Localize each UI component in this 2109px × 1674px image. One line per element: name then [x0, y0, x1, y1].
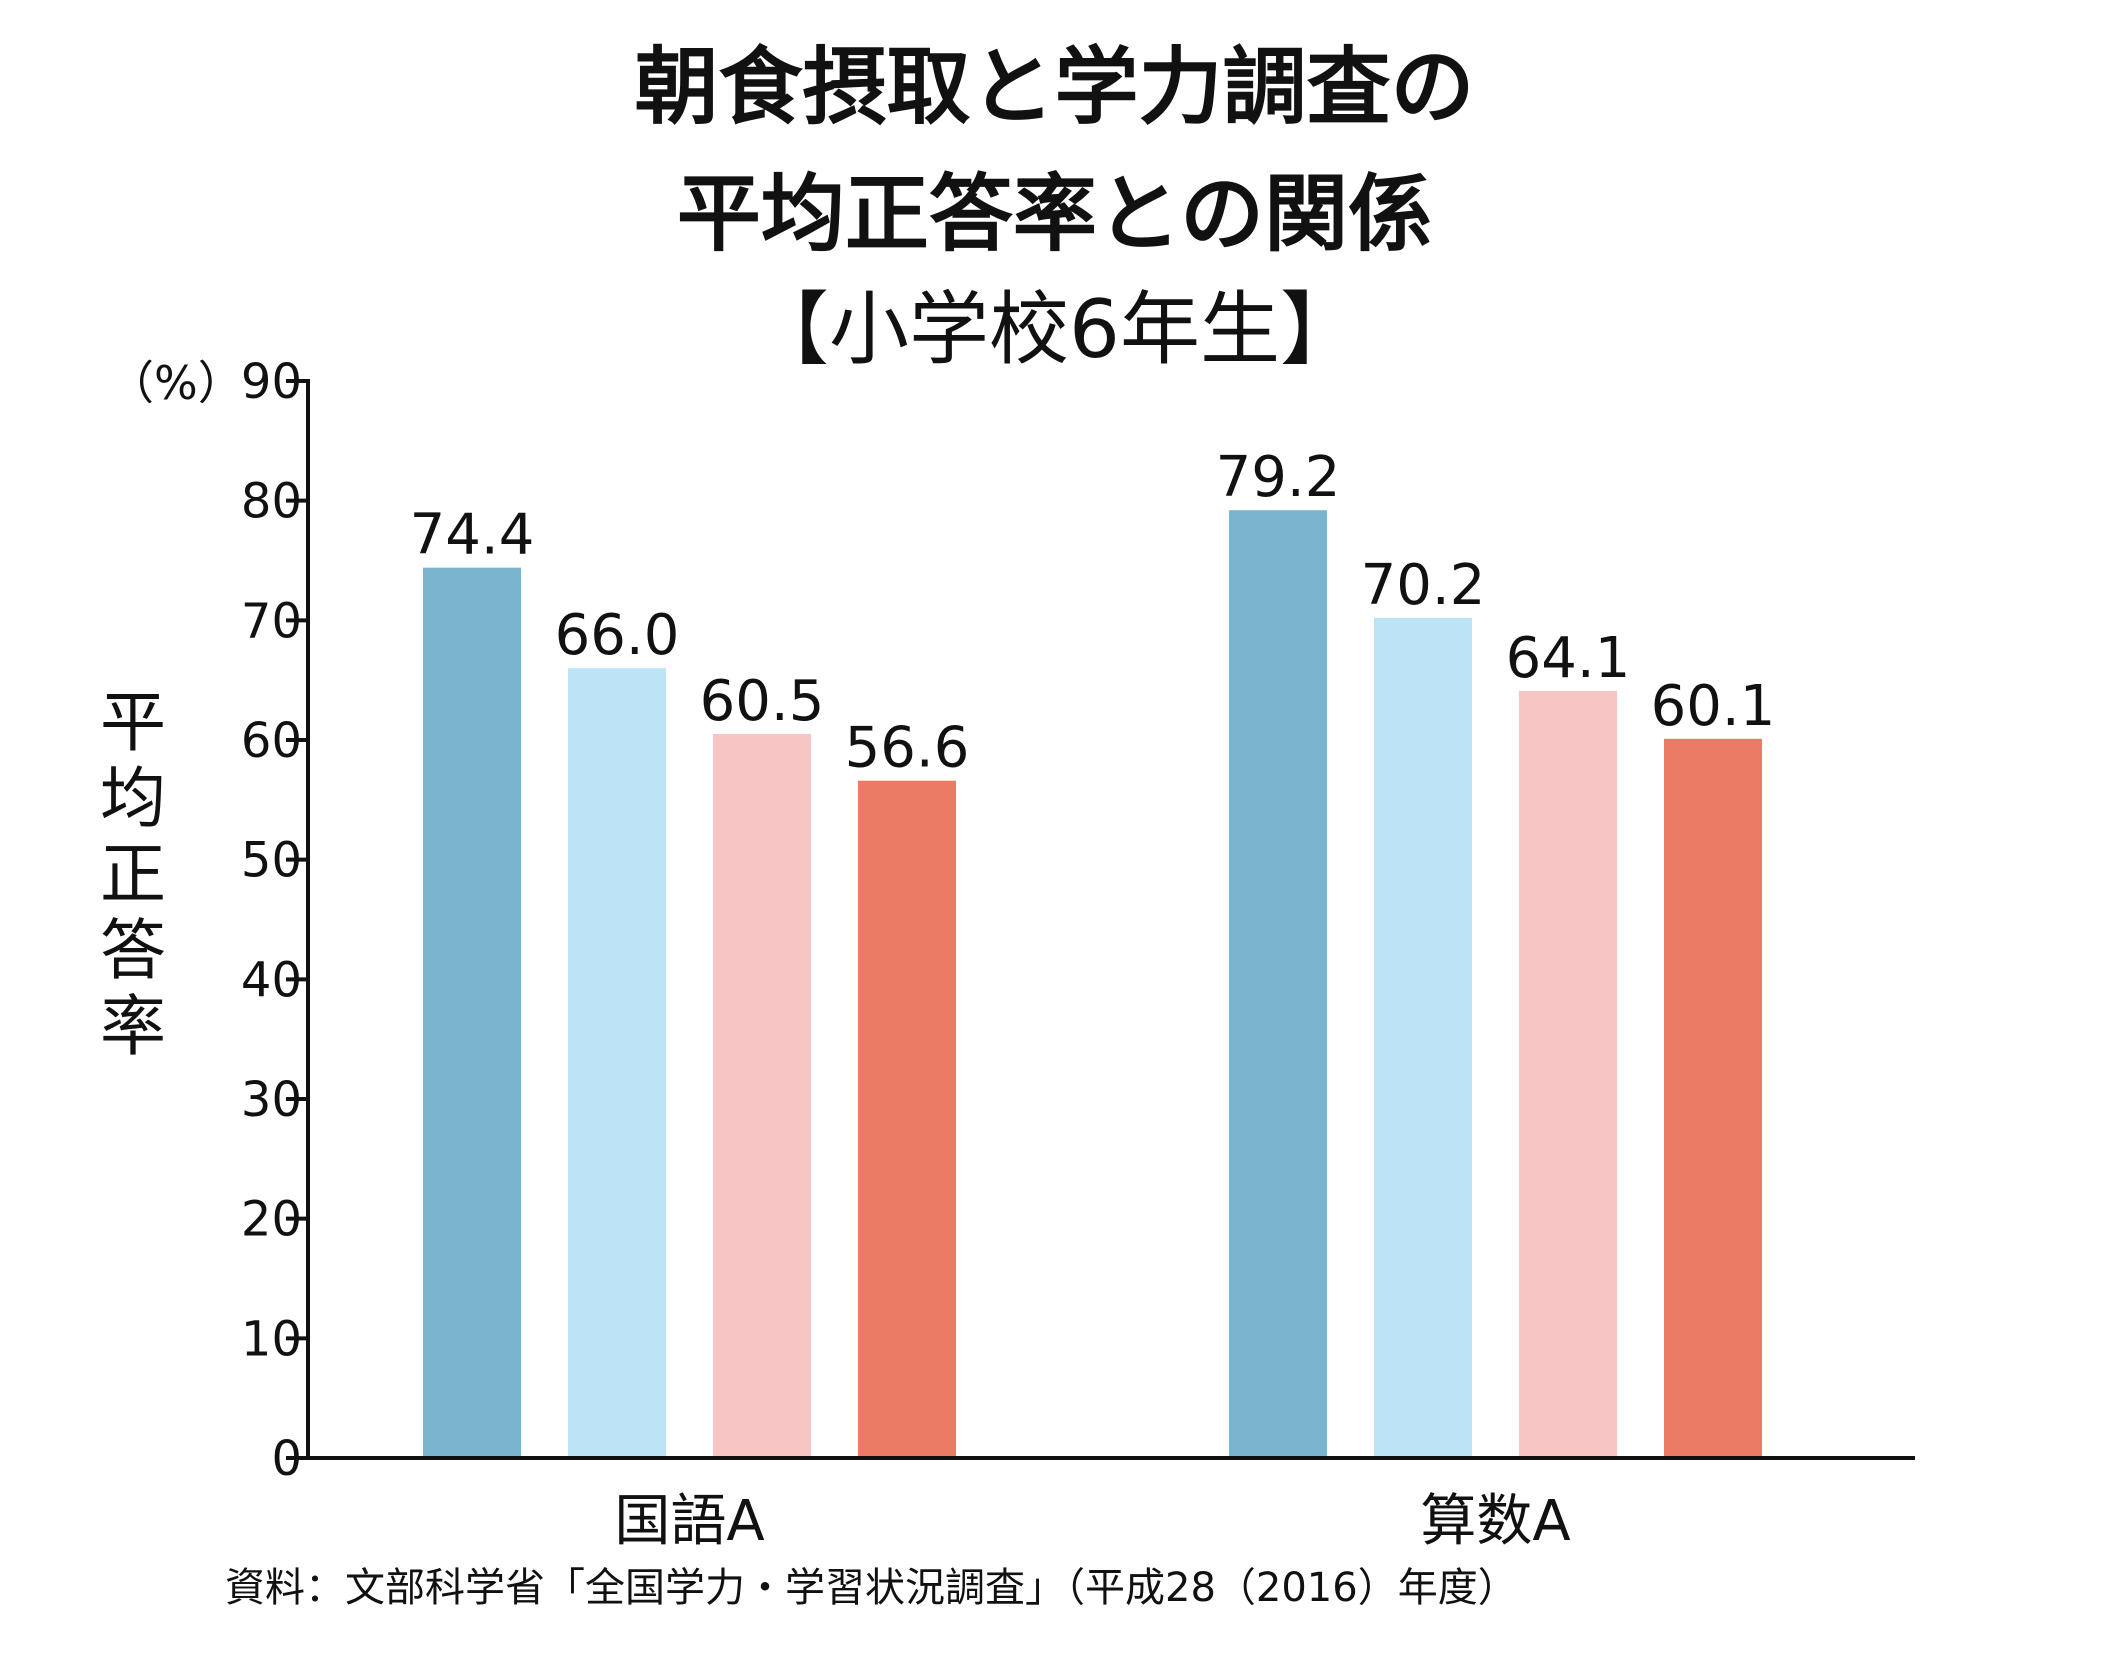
- bar: [423, 567, 521, 1458]
- bar: [713, 734, 811, 1458]
- chart-subtitle: 【小学校6年生】: [749, 283, 1360, 376]
- y-ticks-layer: 0 10 20 30 40 50 60 70 80 90: [241, 354, 308, 1487]
- y-tick-label: 20: [241, 1192, 302, 1248]
- y-tick-label: 70: [241, 593, 302, 649]
- data-label: 60.5: [700, 669, 825, 734]
- bar: [858, 780, 956, 1458]
- y-axis-label-char: 率: [100, 988, 166, 1065]
- bars-layer: [423, 510, 1762, 1458]
- y-axis-label: 平 均 正 答 率: [93, 685, 173, 1065]
- y-axis-label-char: 均: [100, 760, 166, 837]
- x-labels-layer: 国語A 算数A: [614, 1489, 1570, 1554]
- y-tick-label: 50: [241, 833, 302, 889]
- y-tick-label: 40: [241, 952, 302, 1008]
- source-note: 資料：文部科学省「全国学力・学習状況調査」（平成28（2016）年度）: [225, 1565, 1518, 1611]
- x-tick-label: 国語A: [614, 1489, 764, 1554]
- bar: [1664, 738, 1762, 1458]
- bar: [1519, 690, 1617, 1458]
- data-label: 56.6: [845, 716, 970, 781]
- data-label: 79.2: [1216, 445, 1341, 510]
- data-label: 66.0: [555, 603, 680, 668]
- bar: [568, 668, 666, 1458]
- data-label: 60.1: [1651, 674, 1776, 739]
- y-axis-label-char: 正: [100, 836, 166, 913]
- value-labels-layer: 74.4 66.0 60.5 56.6 79.2 70.2 64.1 60.1: [410, 445, 1776, 780]
- y-tick-label: 90: [241, 354, 302, 410]
- data-label: 74.4: [410, 503, 535, 568]
- axes-layer: [306, 379, 1915, 1460]
- chart-title-line-2: 平均正答率との関係: [676, 165, 1433, 263]
- bar: [1374, 617, 1472, 1458]
- y-tick-label: 10: [241, 1311, 302, 1367]
- y-tick-label: 30: [241, 1072, 302, 1128]
- y-tick-label: 80: [241, 474, 302, 530]
- y-axis-unit: （%）: [108, 356, 244, 410]
- y-axis-label-char: 平: [100, 684, 166, 761]
- y-tick-label: 0: [271, 1431, 302, 1487]
- data-label: 64.1: [1506, 626, 1631, 691]
- bar: [1229, 510, 1327, 1458]
- chart-title-line-1: 朝食摂取と学力調査の: [634, 38, 1475, 136]
- x-tick-label: 算数A: [1420, 1489, 1570, 1554]
- y-tick-label: 60: [241, 713, 302, 769]
- data-label: 70.2: [1361, 553, 1486, 618]
- y-axis-label-char: 答: [100, 912, 166, 989]
